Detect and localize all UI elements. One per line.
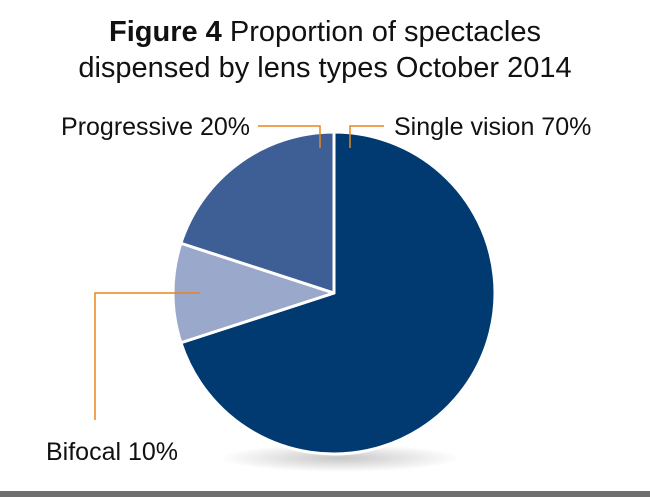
slice-labels: Single vision 70% Progressive 20% Bifocal … bbox=[46, 113, 591, 466]
leader-lines bbox=[94, 125, 384, 420]
leader-line-progressive bbox=[258, 125, 321, 148]
chart-title: Figure 4 Proportion of spectacles dispen… bbox=[0, 14, 650, 86]
title-text-1: Proportion of spectacles bbox=[229, 16, 541, 48]
chart-title-line-2: dispensed by lens types October 2014 bbox=[78, 52, 572, 84]
leader-line-single-vision bbox=[349, 125, 384, 148]
figure-label: Figure 4 bbox=[109, 16, 222, 48]
pie-slices bbox=[171, 130, 497, 456]
bottom-divider bbox=[0, 491, 650, 497]
label-single-vision: Single vision 70% bbox=[394, 113, 591, 141]
chart-title-line-1: Figure 4 Proportion of spectacles bbox=[0, 14, 650, 50]
label-bifocal: Bifocal 10% bbox=[46, 438, 178, 466]
pie-slice-single-vision bbox=[179, 130, 497, 456]
pie-slice-progressive bbox=[179, 130, 336, 295]
label-progressive: Progressive 20% bbox=[61, 113, 250, 141]
pie-shadow bbox=[220, 444, 460, 472]
leader-line-bifocal bbox=[94, 292, 200, 420]
